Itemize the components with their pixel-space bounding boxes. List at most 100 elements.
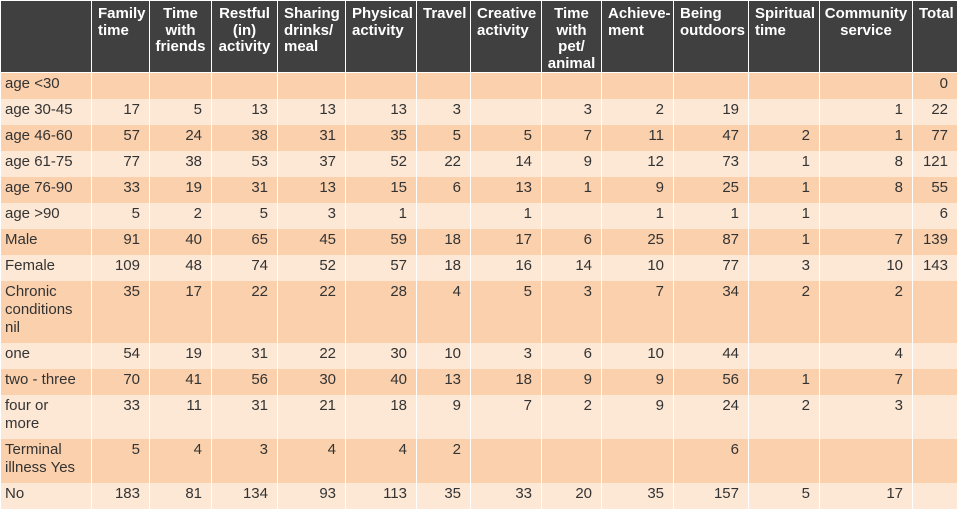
table-cell: 6 (541, 228, 602, 255)
table-row: one 54 19 31 22 30 10 3 6 10 44 4 (0, 342, 957, 369)
table-cell: 157 (673, 482, 749, 509)
header-time-with-pet: Time with pet/ animal (541, 0, 602, 73)
table-cell: 33 (91, 176, 150, 203)
table-cell: 11 (149, 394, 212, 439)
table-cell: 2 (416, 438, 471, 483)
table-cell (748, 438, 820, 483)
table-cell (416, 202, 471, 229)
header-spiritual-time: Spiritual time (748, 0, 820, 73)
header-total: Total (912, 0, 957, 73)
table-cell: 35 (601, 482, 674, 509)
table-cell: 1 (748, 176, 820, 203)
table-cell: 1 (819, 124, 913, 151)
table-cell: 18 (470, 368, 542, 395)
table-cell: 18 (416, 254, 471, 281)
table-cell: 5 (91, 202, 150, 229)
table-cell: 1 (748, 202, 820, 229)
table-cell (211, 72, 278, 99)
table-cell: 19 (149, 176, 212, 203)
table-cell (541, 438, 602, 483)
table-cell: 14 (470, 150, 542, 177)
table-cell: 24 (673, 394, 749, 439)
table-cell: 4 (819, 342, 913, 369)
table-cell: 31 (211, 342, 278, 369)
header-community-service: Community service (819, 0, 913, 73)
table-cell: 5 (748, 482, 820, 509)
table-cell: 3 (416, 98, 471, 125)
table-row: age 61-75 77 38 53 37 52 22 14 9 12 73 1 8 121 (0, 150, 957, 177)
table-cell: 1 (673, 202, 749, 229)
table-cell: 33 (91, 394, 150, 439)
table-cell: 22 (912, 98, 957, 125)
table-cell: 34 (673, 280, 749, 343)
header-achievement: Achieve-ment (601, 0, 674, 73)
table-cell: 9 (541, 368, 602, 395)
table-cell: 5 (416, 124, 471, 151)
table-cell: 7 (541, 124, 602, 151)
row-label: Chronic conditions nil (0, 280, 92, 343)
table-cell (819, 72, 913, 99)
table-cell: 77 (912, 124, 957, 151)
table-cell: 1 (470, 202, 542, 229)
table-cell: 52 (277, 254, 346, 281)
header-travel: Travel (416, 0, 471, 73)
table-row: age 30-45 17 5 13 13 13 3 3 2 19 1 22 (0, 98, 957, 125)
table-cell: 2 (149, 202, 212, 229)
table-cell: 3 (470, 342, 542, 369)
header-time-with-friends: Time with friends (149, 0, 212, 73)
table-cell: 10 (819, 254, 913, 281)
table-cell: 33 (470, 482, 542, 509)
table-cell: 13 (345, 98, 417, 125)
table-cell: 8 (819, 176, 913, 203)
header-physical-activity: Physical activity (345, 0, 417, 73)
table-cell (345, 72, 417, 99)
table-cell: 21 (277, 394, 346, 439)
table-cell: 13 (470, 176, 542, 203)
table-row: two - three 70 41 56 30 40 13 18 9 9 56 1 7 (0, 368, 957, 395)
header-cell (0, 0, 92, 73)
table-cell: 30 (277, 368, 346, 395)
table-cell: 56 (673, 368, 749, 395)
table-cell (912, 482, 957, 509)
header-being-outdoors: Being outdoors (673, 0, 749, 73)
table-cell: 1 (819, 98, 913, 125)
table-cell (912, 280, 957, 343)
table-cell: 35 (416, 482, 471, 509)
table-cell: 13 (416, 368, 471, 395)
table-cell: 19 (673, 98, 749, 125)
row-label: four or more (0, 394, 92, 439)
table-cell: 18 (416, 228, 471, 255)
table-cell: 7 (601, 280, 674, 343)
row-label: two - three (0, 368, 92, 395)
table-cell: 10 (416, 342, 471, 369)
table-cell: 1 (748, 150, 820, 177)
table-row: age >90 5 2 5 3 1 1 1 1 1 6 (0, 202, 957, 229)
table-cell (601, 72, 674, 99)
table-cell: 59 (345, 228, 417, 255)
table-cell (819, 202, 913, 229)
table-cell (748, 98, 820, 125)
table-cell: 16 (470, 254, 542, 281)
table-cell: 1 (345, 202, 417, 229)
table-cell: 7 (819, 228, 913, 255)
table-cell: 77 (673, 254, 749, 281)
table-row: age 46-60 57 24 38 31 35 5 5 7 11 47 2 1 77 (0, 124, 957, 151)
table-cell: 6 (416, 176, 471, 203)
table-cell (470, 72, 542, 99)
table-cell: 17 (149, 280, 212, 343)
table-cell: 121 (912, 150, 957, 177)
table-cell: 14 (541, 254, 602, 281)
table-cell: 1 (601, 202, 674, 229)
table-cell: 81 (149, 482, 212, 509)
table-cell: 1 (748, 228, 820, 255)
table-cell: 24 (149, 124, 212, 151)
table-cell: 3 (748, 254, 820, 281)
table-cell (541, 202, 602, 229)
table-cell: 2 (819, 280, 913, 343)
row-label: age 30-45 (0, 98, 92, 125)
table-cell: 41 (149, 368, 212, 395)
table-cell: 48 (149, 254, 212, 281)
table-cell: 55 (912, 176, 957, 203)
table-cell: 183 (91, 482, 150, 509)
table-cell: 1 (748, 368, 820, 395)
